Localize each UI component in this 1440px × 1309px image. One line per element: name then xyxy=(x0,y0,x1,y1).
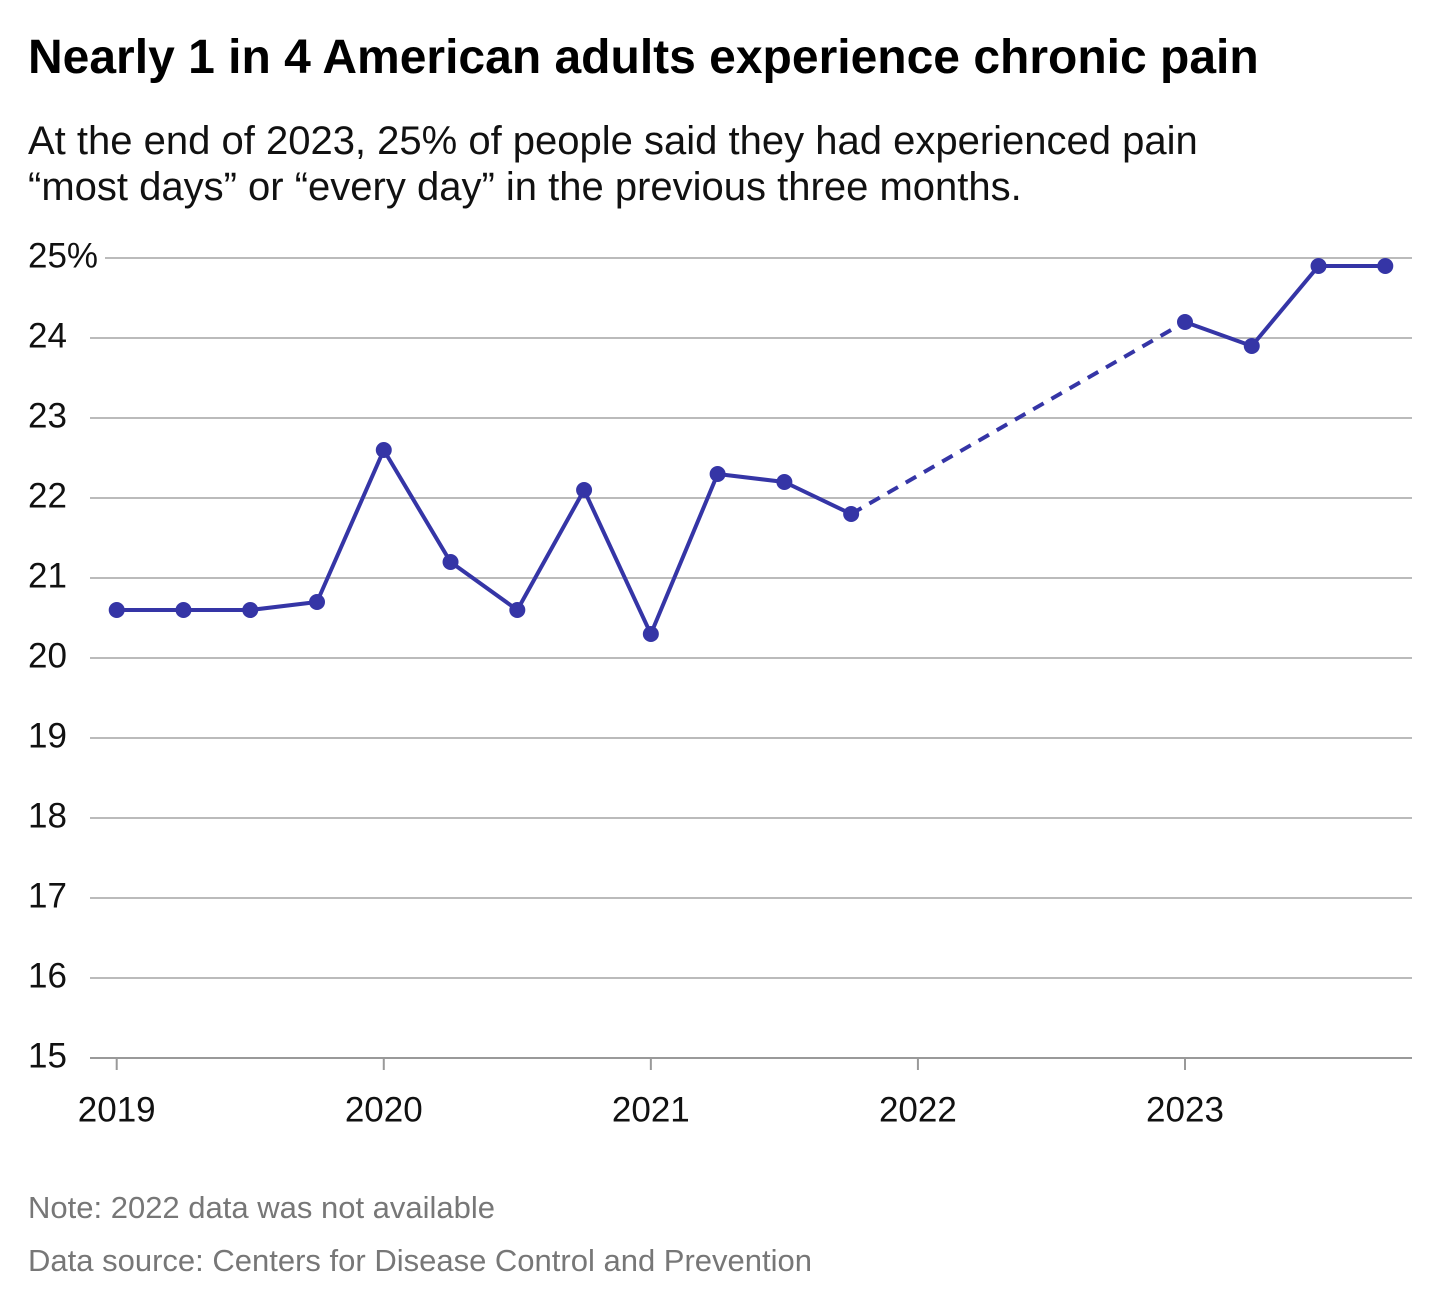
x-tick-label: 2022 xyxy=(879,1090,957,1129)
y-tick-label: 17 xyxy=(28,876,67,915)
x-tick-label: 2020 xyxy=(345,1090,423,1129)
chart-title: Nearly 1 in 4 American adults experience… xyxy=(28,31,1259,84)
y-tick-label: 18 xyxy=(28,796,67,835)
y-tick-label: 20 xyxy=(28,636,67,675)
y-tick-label: 23 xyxy=(28,396,67,435)
point xyxy=(709,466,726,482)
point xyxy=(642,626,659,642)
y-tick-label: 24 xyxy=(28,316,67,355)
point xyxy=(843,506,860,522)
y-tick-label: 15 xyxy=(28,1036,67,1075)
point xyxy=(108,602,125,618)
chart-subtitle: At the end of 2023, 25% of people said t… xyxy=(28,119,1198,209)
line xyxy=(1184,264,1386,348)
point xyxy=(242,602,259,618)
point xyxy=(776,474,793,490)
point xyxy=(509,602,526,618)
note: Note: 2022 data was not available xyxy=(28,1190,496,1225)
point xyxy=(375,442,392,458)
point xyxy=(576,482,593,498)
point xyxy=(175,602,192,618)
x-tick-label: 2023 xyxy=(1146,1090,1224,1129)
point xyxy=(1310,258,1327,274)
point xyxy=(1176,314,1193,330)
y-tick-label: 16 xyxy=(28,956,67,995)
y-tick-label: 19 xyxy=(28,716,67,755)
x-tick-label: 2019 xyxy=(78,1090,156,1129)
source: Data source: Centers for Disease Control… xyxy=(28,1243,813,1278)
y-tick-label: 21 xyxy=(28,556,67,595)
point xyxy=(442,554,459,570)
y-tick-label: 22 xyxy=(28,476,67,515)
line xyxy=(116,448,853,636)
point xyxy=(309,594,326,610)
point xyxy=(1243,338,1260,354)
point xyxy=(1377,258,1394,274)
x-tick-label: 2021 xyxy=(612,1090,690,1129)
gap-line xyxy=(850,320,1186,516)
y-tick-label: 25% xyxy=(28,236,98,275)
